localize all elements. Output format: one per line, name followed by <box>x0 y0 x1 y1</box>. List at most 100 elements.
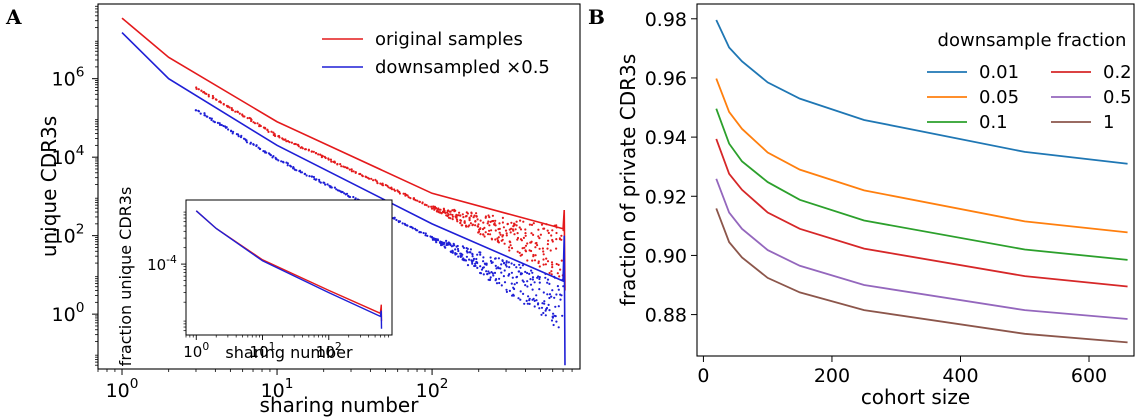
scatter-point <box>226 105 229 108</box>
scatter-point <box>449 210 452 213</box>
scatter-point <box>498 227 501 230</box>
inset-x-tick-label: 102 <box>316 340 342 361</box>
scatter-point <box>324 183 327 186</box>
scatter-point <box>494 264 497 267</box>
scatter-point <box>557 263 560 266</box>
scatter-point <box>546 243 550 246</box>
panel-letter-a: A <box>5 5 22 29</box>
scatter-point <box>503 261 506 265</box>
scatter-point <box>451 213 454 217</box>
scatter-point <box>421 202 424 205</box>
scatter-point <box>457 255 460 258</box>
scatter-point <box>525 299 528 302</box>
scatter-point <box>547 239 550 242</box>
scatter-point <box>526 242 529 245</box>
scatter-point <box>538 247 541 250</box>
scatter-point <box>511 228 514 231</box>
scatter-point <box>505 288 508 291</box>
scatter-point <box>230 130 233 133</box>
scatter-point <box>466 247 469 250</box>
scatter-point <box>510 271 513 274</box>
scatter-point <box>346 167 349 170</box>
scatter-point <box>457 214 460 217</box>
scatter-point <box>483 235 486 238</box>
scatter-point <box>319 181 322 184</box>
scatter-point <box>561 314 564 317</box>
scatter-point <box>496 237 499 240</box>
scatter-point <box>398 220 402 223</box>
scatter-point <box>238 112 241 115</box>
scatter-point <box>547 303 550 306</box>
scatter-point <box>333 186 336 189</box>
legend: downsample fraction 0.01 0.05 0.1 0.2 0.5 1 <box>927 30 1132 133</box>
scatter-point <box>544 263 548 266</box>
scatter-point <box>405 224 409 227</box>
scatter-point <box>533 259 537 262</box>
scatter-point <box>299 146 302 149</box>
scatter-point <box>474 220 477 223</box>
scatter-point <box>411 227 414 230</box>
scatter-point <box>449 243 452 247</box>
scatter-point <box>195 87 198 90</box>
scatter-point <box>537 235 540 238</box>
scatter-point <box>518 270 521 273</box>
scatter-point <box>474 264 477 267</box>
scatter-point <box>207 95 210 98</box>
scatter-point <box>406 194 409 197</box>
scatter-point <box>482 260 485 263</box>
scatter-point <box>418 231 421 234</box>
scatter-point <box>497 236 500 239</box>
scatter-point <box>205 92 208 95</box>
scatter-point <box>259 124 262 128</box>
scatter-point <box>538 288 541 291</box>
scatter-point <box>529 283 533 286</box>
scatter-point <box>529 278 532 281</box>
inset-frame <box>185 199 393 336</box>
series-line-1 <box>715 208 1128 344</box>
scatter-point <box>560 294 563 297</box>
scatter-point <box>284 138 287 141</box>
scatter-point <box>542 263 545 266</box>
scatter-point <box>550 319 554 322</box>
scatter-point <box>479 253 482 256</box>
scatter-point <box>476 225 480 228</box>
scatter-point <box>500 284 503 287</box>
scatter-point <box>275 158 278 161</box>
scatter-point <box>560 234 563 237</box>
scatter-point <box>552 312 555 315</box>
scatter-point <box>427 205 430 208</box>
scatter-point <box>375 180 378 183</box>
scatter-point <box>476 266 479 269</box>
scatter-point <box>464 215 467 218</box>
scatter-point <box>538 307 541 310</box>
scatter-point <box>495 267 498 270</box>
scatter-point <box>224 126 228 129</box>
scatter-point <box>475 212 478 215</box>
scatter-point <box>305 174 308 177</box>
scatter-point <box>558 275 561 278</box>
scatter-point <box>505 232 508 235</box>
scatter-point <box>443 209 446 213</box>
scatter-point <box>387 186 390 189</box>
scatter-point <box>532 233 535 236</box>
scatter-point <box>197 110 201 113</box>
scatter-point <box>432 237 435 240</box>
scatter-point <box>530 269 533 272</box>
scatter-point <box>472 216 475 219</box>
scatter-point <box>253 122 257 125</box>
scatter-point <box>267 130 270 133</box>
scatter-point <box>472 259 475 262</box>
scatter-point <box>298 170 301 173</box>
scatter-point <box>530 232 533 235</box>
scatter-point <box>509 244 512 247</box>
scatter-point <box>243 115 246 118</box>
scatter-point <box>456 244 459 248</box>
scatter-point <box>543 227 546 230</box>
scatter-point <box>530 223 534 226</box>
scatter-point <box>531 259 534 262</box>
scatter-point <box>469 248 472 251</box>
scatter-point <box>227 128 230 131</box>
scatter-point <box>498 231 501 234</box>
scatter-point <box>213 121 216 124</box>
x-axis-label: cohort size <box>861 385 970 409</box>
